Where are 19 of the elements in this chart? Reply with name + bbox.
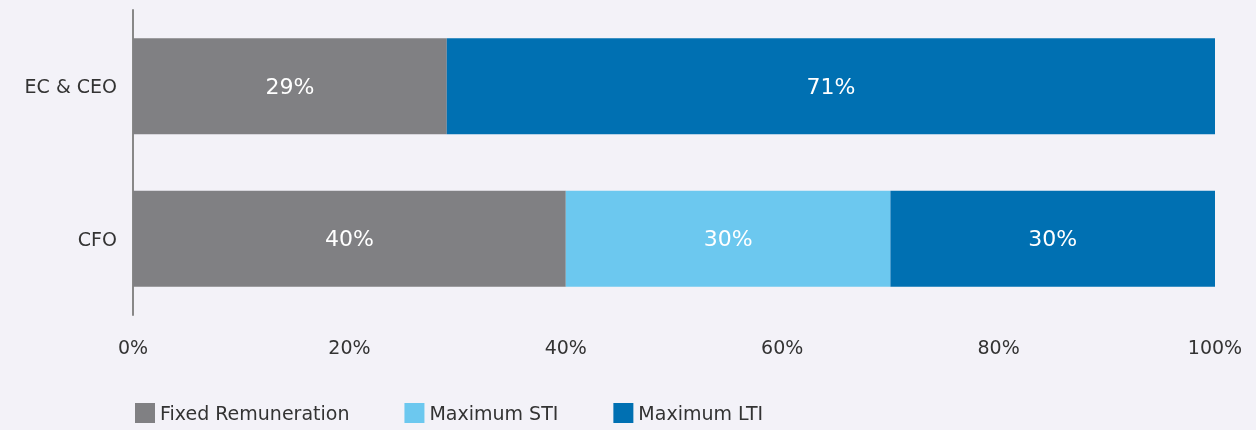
x-tick-label: 60% <box>761 335 804 358</box>
bar <box>565 190 891 287</box>
x-tick-label: 40% <box>544 335 587 358</box>
data-label: 29% <box>265 73 315 99</box>
x-tick-label: 0% <box>117 335 149 358</box>
x-tick-label: 20% <box>328 335 371 358</box>
x-tick-label: 80% <box>977 335 1020 358</box>
y-tick-label: EC & CEO <box>24 75 117 98</box>
data-label: 30% <box>703 226 753 252</box>
bar <box>446 38 1215 135</box>
legend-label: Fixed Remuneration <box>160 402 350 424</box>
data-label: 30% <box>1028 226 1078 252</box>
legend-label: Maximum STI <box>429 402 559 424</box>
bar <box>890 190 1215 287</box>
data-label: 71% <box>806 73 856 99</box>
y-tick-label: CFO <box>77 227 117 250</box>
x-tick-label: 100% <box>1187 335 1243 358</box>
data-label: 40% <box>324 226 374 252</box>
legend-label: Maximum LTI <box>638 402 764 424</box>
